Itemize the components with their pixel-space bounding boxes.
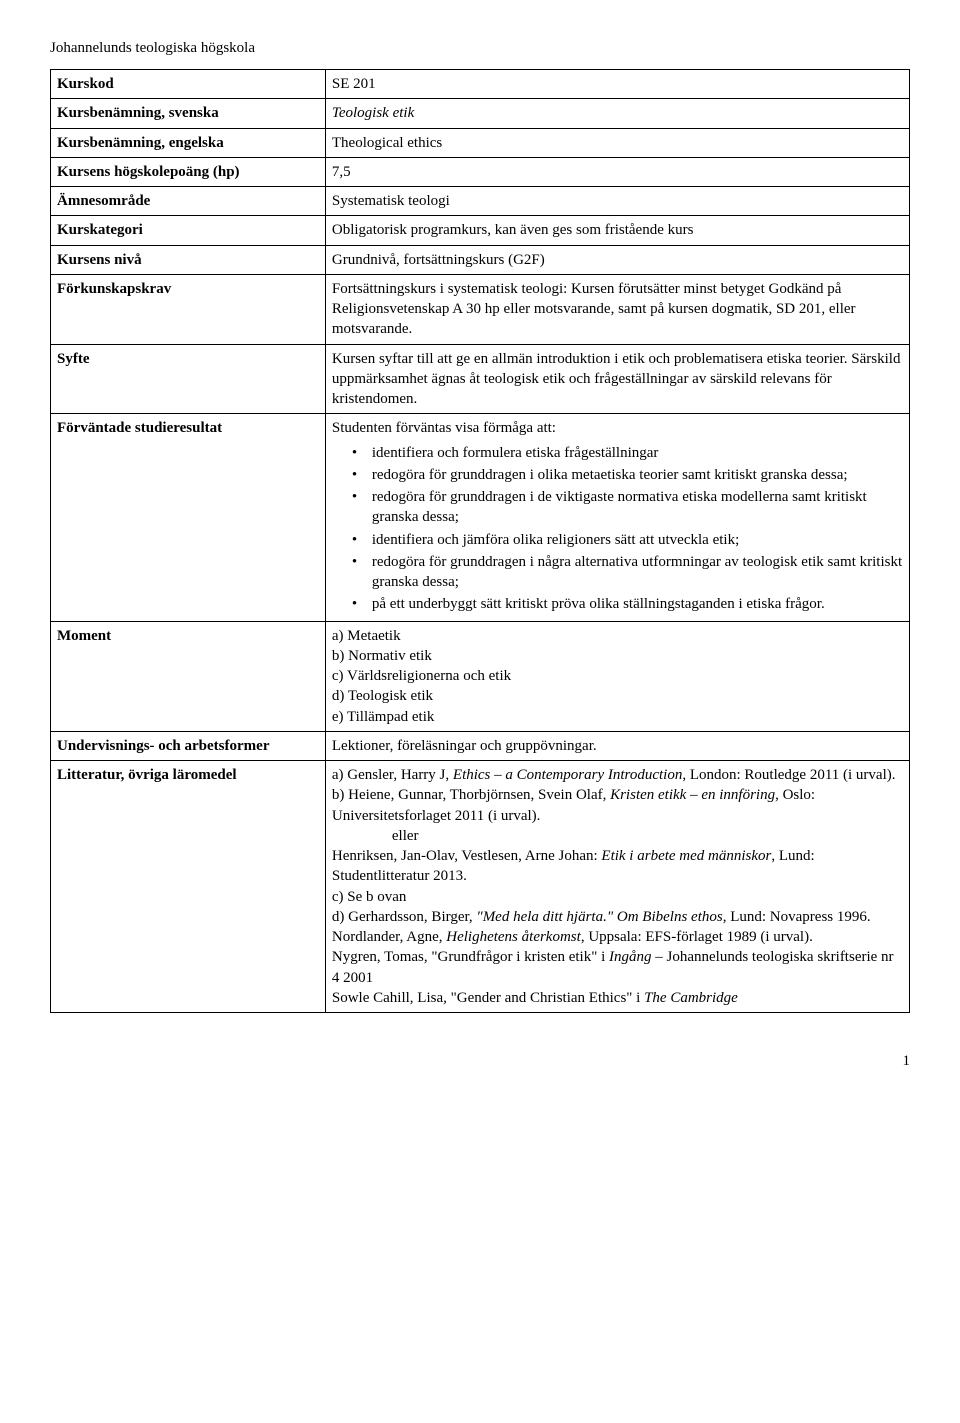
label-svenska: Kursbenämning, svenska <box>51 99 326 128</box>
lit-henriksen: Henriksen, Jan-Olav, Vestlesen, Arne Joh… <box>332 846 903 887</box>
page-number: 1 <box>50 1053 910 1070</box>
forvantade-intro: Studenten förväntas visa förmåga att: <box>332 420 556 436</box>
lit-nordlander: Nordlander, Agne, Helighetens återkomst,… <box>332 927 903 947</box>
label-syfte: Syfte <box>51 344 326 414</box>
label-kurskod: Kurskod <box>51 70 326 99</box>
value-litteratur: a) Gensler, Harry J, Ethics – a Contempo… <box>325 761 909 1013</box>
value-moment: a) Metaetik b) Normativ etik c) Världsre… <box>325 621 909 731</box>
value-forvantade: Studenten förväntas visa förmåga att: id… <box>325 414 909 621</box>
value-syfte: Kursen syftar till att ge en allmän intr… <box>325 344 909 414</box>
moment-line: a) Metaetik <box>332 626 903 646</box>
value-svenska: Teologisk etik <box>325 99 909 128</box>
value-undervisning: Lektioner, föreläsningar och gruppövning… <box>325 731 909 760</box>
label-amnesomrade: Ämnesområde <box>51 187 326 216</box>
list-item: redogöra för grunddragen i några alterna… <box>372 552 903 593</box>
value-engelska: Theological ethics <box>325 128 909 157</box>
value-kurskategori: Obligatorisk programkurs, kan även ges s… <box>325 216 909 245</box>
forvantade-list: identifiera och formulera etiska frågest… <box>332 443 903 615</box>
list-item: på ett underbyggt sätt kritiskt pröva ol… <box>372 594 903 614</box>
list-item: redogöra för grunddragen i de viktigaste… <box>372 487 903 528</box>
lit-b: b) Heiene, Gunnar, Thorbjörnsen, Svein O… <box>332 785 903 826</box>
label-moment: Moment <box>51 621 326 731</box>
value-kurskod: SE 201 <box>325 70 909 99</box>
list-item: identifiera och formulera etiska frågest… <box>372 443 903 463</box>
course-table: Kurskod SE 201 Kursbenämning, svenska Te… <box>50 69 910 1013</box>
label-kurskategori: Kurskategori <box>51 216 326 245</box>
label-engelska: Kursbenämning, engelska <box>51 128 326 157</box>
label-forvantade: Förväntade studieresultat <box>51 414 326 621</box>
value-hp: 7,5 <box>325 157 909 186</box>
lit-d: d) Gerhardsson, Birger, "Med hela ditt h… <box>332 907 903 927</box>
value-amnesomrade: Systematisk teologi <box>325 187 909 216</box>
list-item: identifiera och jämföra olika religioner… <box>372 530 903 550</box>
lit-sowle: Sowle Cahill, Lisa, "Gender and Christia… <box>332 988 903 1008</box>
lit-a: a) Gensler, Harry J, Ethics – a Contempo… <box>332 765 903 785</box>
moment-line: c) Världsreligionerna och etik <box>332 666 903 686</box>
lit-eller: eller <box>332 826 903 846</box>
moment-line: e) Tillämpad etik <box>332 707 903 727</box>
label-undervisning: Undervisnings- och arbetsformer <box>51 731 326 760</box>
label-niva: Kursens nivå <box>51 245 326 274</box>
value-forkunskap: Fortsättningskurs i systematisk teologi:… <box>325 274 909 344</box>
list-item: redogöra för grunddragen i olika metaeti… <box>372 465 903 485</box>
lit-c: c) Se b ovan <box>332 887 903 907</box>
label-litteratur: Litteratur, övriga läromedel <box>51 761 326 1013</box>
page-title: Johannelunds teologiska högskola <box>50 40 910 57</box>
lit-nygren: Nygren, Tomas, "Grundfrågor i kristen et… <box>332 947 903 988</box>
moment-line: b) Normativ etik <box>332 646 903 666</box>
value-niva: Grundnivå, fortsättningskurs (G2F) <box>325 245 909 274</box>
label-hp: Kursens högskolepoäng (hp) <box>51 157 326 186</box>
moment-line: d) Teologisk etik <box>332 686 903 706</box>
label-forkunskap: Förkunskapskrav <box>51 274 326 344</box>
